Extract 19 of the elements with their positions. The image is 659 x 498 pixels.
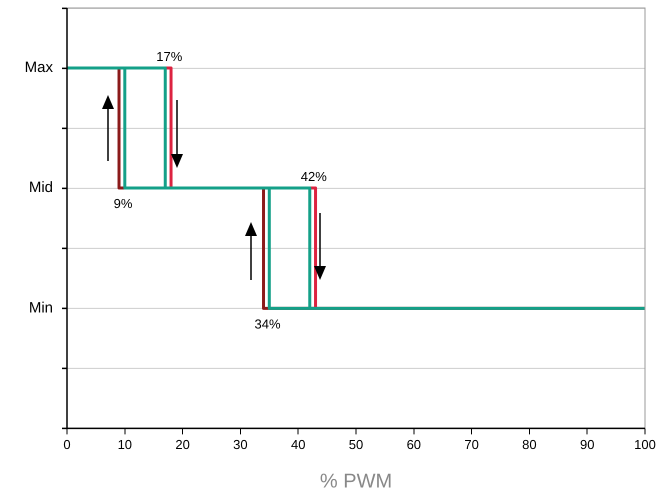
- x-tick-label: 20: [175, 436, 190, 452]
- x-axis-title: % PWM: [320, 470, 392, 493]
- annotation: 17%: [156, 49, 183, 64]
- x-tick-label: 90: [580, 436, 594, 452]
- text: Max: [24, 59, 54, 76]
- text: Mid: [28, 179, 53, 196]
- x-tick-label: 30: [233, 436, 248, 452]
- annotation: 42%: [300, 169, 328, 184]
- x-tick-label: 70: [464, 436, 479, 452]
- text: Min: [28, 300, 53, 317]
- x-tick-label: 80: [522, 436, 537, 452]
- annotation: 34%: [254, 316, 281, 332]
- x-tick-label: 10: [118, 436, 132, 452]
- x-tick-label: 40: [290, 436, 306, 452]
- x-tick-label: 100: [634, 436, 656, 452]
- x-tick-label: 60: [406, 436, 422, 452]
- x-tick-label: 0: [63, 436, 71, 452]
- annotation: 9%: [114, 196, 133, 212]
- x-tick-label: 50: [348, 436, 364, 452]
